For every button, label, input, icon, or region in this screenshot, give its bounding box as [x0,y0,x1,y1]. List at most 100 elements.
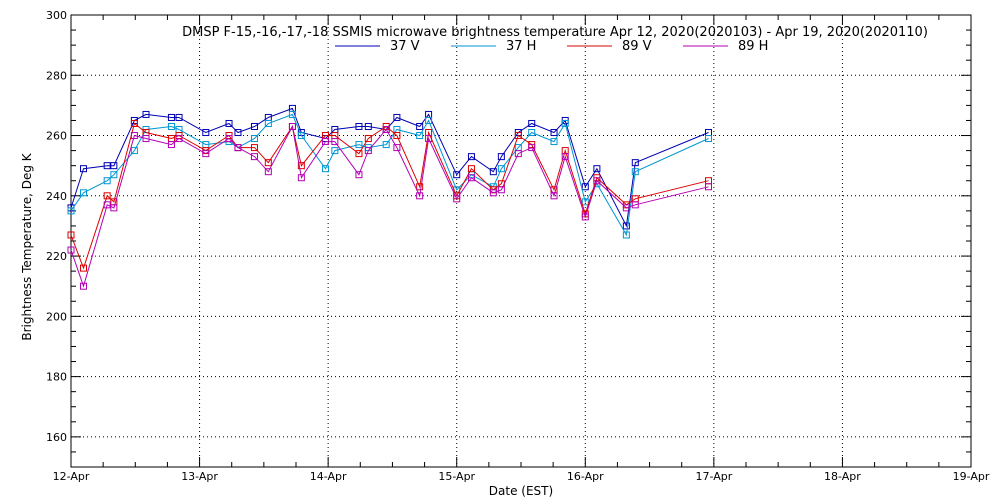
data-point [416,183,424,191]
data-point [225,119,233,127]
data-point [382,141,390,149]
y-tick-label: 200 [46,310,67,323]
legend-item: 89 H [683,39,768,54]
x-tick-label: 16-Apr [567,470,604,483]
y-tick-label: 260 [46,130,67,143]
data-point [467,165,475,173]
legend-label: 37 H [506,39,536,54]
data-point [425,135,433,143]
data-point [581,198,589,206]
data-point [453,171,461,179]
data-point [103,162,111,170]
data-point [528,129,536,137]
x-tick-label: 13-Apr [181,470,218,483]
data-point [355,150,363,158]
legend-label: 89 H [738,39,768,54]
y-tick-label: 240 [46,190,67,203]
data-point [550,138,558,146]
data-point [550,192,558,200]
data-point [175,135,183,143]
data-point [514,132,522,140]
x-tick-label: 18-Apr [824,470,861,483]
y-tick-label: 300 [46,9,67,22]
data-point [250,122,258,130]
data-point [297,132,305,140]
data-point [288,110,296,118]
data-point [514,150,522,158]
data-point [416,192,424,200]
data-point [425,116,433,124]
data-point [331,147,339,155]
legend-item: 37 H [451,39,536,54]
x-axis-label: Date (EST) [489,484,553,498]
data-point [622,222,630,230]
series-line [70,107,709,228]
data-point [631,159,639,167]
data-point [234,129,242,137]
data-point [453,195,461,203]
series-37-v [67,104,712,230]
data-point [67,246,75,254]
data-point [130,147,138,155]
data-point [250,144,258,152]
data-point [167,141,175,149]
data-point [297,174,305,182]
y-tick-label: 180 [46,371,67,384]
series-89-h [67,122,712,290]
data-point [705,183,712,191]
data-point [67,207,75,215]
series-line [70,124,709,288]
data-point [80,165,87,173]
x-tick-label: 17-Apr [695,470,732,483]
data-point [393,113,401,121]
data-point [80,189,87,197]
data-point [467,174,475,182]
data-point [631,201,639,209]
data-point [355,122,363,130]
data-point [497,153,505,161]
data-point [130,119,138,127]
data-point [250,153,258,161]
data-point [467,153,475,161]
data-point [288,122,296,130]
data-point [705,135,712,143]
data-point [110,162,118,170]
data-point [264,168,272,176]
data-point [416,132,424,140]
data-point [264,159,272,167]
data-point [622,231,630,239]
legend-label: 37 V [390,39,420,54]
data-point [167,122,175,130]
data-point [225,135,233,143]
data-point [393,144,401,152]
legend-item: 89 V [567,39,652,54]
data-point [593,165,601,173]
data-point [142,110,150,118]
data-point [110,171,118,179]
data-point [631,168,639,176]
series-line [70,122,709,270]
data-point [364,147,372,155]
data-point [202,129,210,137]
data-point [234,144,242,152]
grid-lines [71,15,971,467]
data-point [581,213,589,221]
data-point [393,132,401,140]
data-point [355,141,363,149]
data-point [622,204,630,212]
y-tick-label: 280 [46,69,67,82]
data-point [103,201,111,209]
legend-item: 37 V [335,39,420,54]
data-point [581,183,589,191]
data-point [561,119,569,127]
data-point [321,165,329,173]
y-axis-label: Brightness Temperature, Deg K [20,152,34,340]
data-point [489,168,497,176]
data-point [103,192,111,200]
data-point [103,177,111,185]
data-point [528,144,536,152]
data-point [364,122,372,130]
data-point [67,231,75,239]
